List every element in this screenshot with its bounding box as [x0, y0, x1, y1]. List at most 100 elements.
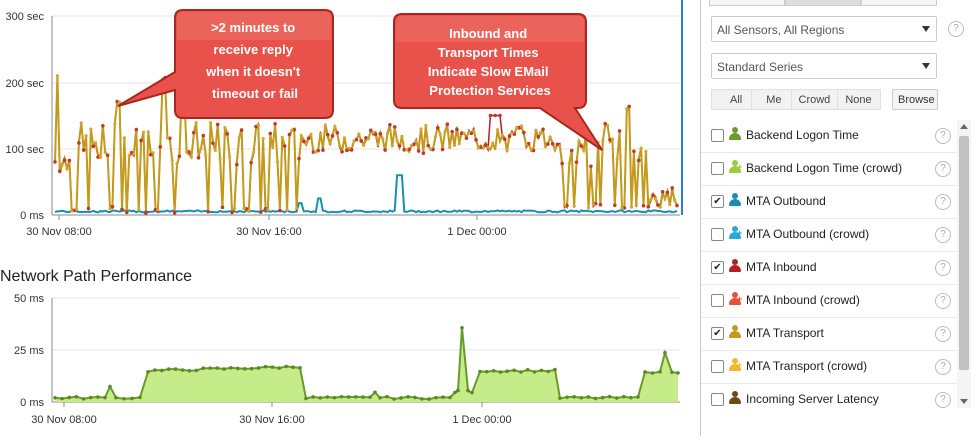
scroll-thumb[interactable] [959, 136, 969, 370]
inbound-point [675, 203, 679, 208]
series-checkbox[interactable]: ✔ [711, 261, 724, 274]
series-list-item[interactable]: + MTA Transport (crowd)? [701, 351, 957, 384]
network-point [622, 394, 626, 399]
inbound-point [215, 122, 220, 127]
inbound-point [426, 143, 431, 148]
series-checkbox[interactable]: ✔ [711, 195, 724, 208]
inbound-point [660, 189, 665, 194]
sensors-select[interactable]: All Sensors, All Regions [711, 16, 937, 42]
inbound-point [153, 207, 158, 212]
transport-point [304, 142, 308, 146]
series-checkbox[interactable]: ✔ [711, 327, 724, 340]
help-icon[interactable]: ? [935, 128, 951, 144]
series-checkbox[interactable] [711, 162, 724, 175]
filter-buttons: All Me Crowd None [711, 89, 881, 110]
help-icon[interactable]: ? [935, 326, 951, 342]
help-icon[interactable]: ? [935, 260, 951, 276]
help-icon[interactable]: ? [935, 227, 951, 243]
transport-point [572, 204, 576, 208]
inbound-point [124, 210, 129, 215]
inbound-point [62, 158, 67, 162]
series-list-item[interactable]: ✔ MTA Inbound? [701, 252, 957, 285]
series-list-item[interactable]: Incoming Server Latency? [701, 384, 957, 416]
transport-point [610, 137, 615, 141]
inbound-point [574, 160, 579, 164]
transport-point [247, 209, 251, 213]
inbound-point [239, 128, 244, 132]
panel-tab[interactable] [709, 0, 785, 6]
inbound-point [507, 134, 512, 139]
inbound-point [560, 161, 564, 166]
y-tick-label: 25 ms [14, 345, 44, 357]
transport-point [290, 128, 294, 132]
transport-point [151, 151, 155, 155]
series-list-item[interactable]: + MTA Inbound (crowd)? [701, 285, 957, 318]
inbound-point [474, 138, 478, 142]
panel-tab[interactable] [861, 0, 937, 6]
bottom-chart: 50 ms 25 ms 0 ms 30 Nov 08:00 30 Nov 16:… [14, 293, 680, 426]
inbound-point [670, 186, 675, 190]
series-list-item[interactable]: + MTA Outbound (crowd)? [701, 219, 957, 252]
transport-point [122, 136, 126, 140]
inbound-point [498, 113, 502, 118]
x-tick-label: 30 Nov 16:00 [239, 414, 304, 426]
transport-point [452, 143, 457, 147]
help-icon[interactable]: ? [935, 293, 951, 309]
transport-point [285, 208, 289, 212]
transport-point [170, 158, 174, 162]
network-area [55, 327, 678, 402]
series-checkbox[interactable] [711, 129, 724, 142]
transport-point [218, 157, 222, 161]
transport-point [606, 123, 610, 128]
series-label: MTA Transport [746, 326, 824, 340]
person-icon [729, 193, 741, 207]
series-list-item[interactable]: ✔ MTA Outbound? [701, 186, 957, 219]
network-point [420, 397, 424, 401]
browse-button[interactable]: Browse [892, 89, 938, 110]
transport-point [467, 130, 471, 134]
series-list-item[interactable]: ✔ MTA Transport? [701, 318, 957, 351]
x-tick-label: 1 Dec 00:00 [447, 226, 506, 238]
scroll-down-arrow-icon[interactable] [960, 399, 968, 404]
network-point [256, 366, 261, 370]
transport-point [371, 131, 375, 135]
inbound-point [359, 139, 364, 143]
transport-point [553, 147, 557, 151]
help-icon[interactable]: ? [935, 194, 951, 210]
series-checkbox[interactable] [711, 360, 724, 373]
help-icon[interactable]: ? [948, 21, 964, 37]
filter-all-button[interactable]: All [711, 89, 753, 110]
network-point [453, 390, 457, 395]
chevron-down-icon [922, 26, 930, 32]
inbound-point [278, 208, 282, 213]
series-checkbox[interactable] [711, 393, 724, 406]
panel-tabs [709, 0, 937, 6]
scrollbar[interactable] [957, 120, 971, 408]
help-icon[interactable]: ? [935, 392, 951, 408]
transport-point [558, 144, 562, 148]
transport-point [663, 196, 667, 200]
series-select[interactable]: Standard Series [711, 53, 937, 79]
series-list-item[interactable]: Backend Logon Time? [701, 120, 957, 153]
network-point [434, 395, 438, 400]
filter-crowd-button[interactable]: Crowd [790, 89, 839, 110]
network-point [194, 368, 199, 373]
inbound-point [158, 144, 163, 149]
transport-point [620, 206, 624, 210]
scroll-up-arrow-icon[interactable] [960, 124, 968, 129]
help-icon[interactable]: ? [935, 359, 951, 375]
series-checkbox[interactable] [711, 294, 724, 307]
series-checkbox[interactable] [711, 228, 724, 241]
transport-point [390, 144, 394, 148]
filter-me-button[interactable]: Me [751, 89, 792, 110]
help-icon[interactable]: ? [935, 161, 951, 177]
network-point [512, 368, 516, 373]
series-list-item[interactable]: + Backend Logon Time (crowd)? [701, 153, 957, 186]
panel-tab[interactable] [785, 0, 861, 6]
inbound-point [67, 158, 72, 163]
person-icon [729, 325, 741, 339]
filter-none-button[interactable]: None [837, 89, 881, 110]
y-tick-label: 50 ms [14, 293, 44, 305]
transport-point [443, 130, 447, 134]
inbound-point [306, 136, 311, 141]
